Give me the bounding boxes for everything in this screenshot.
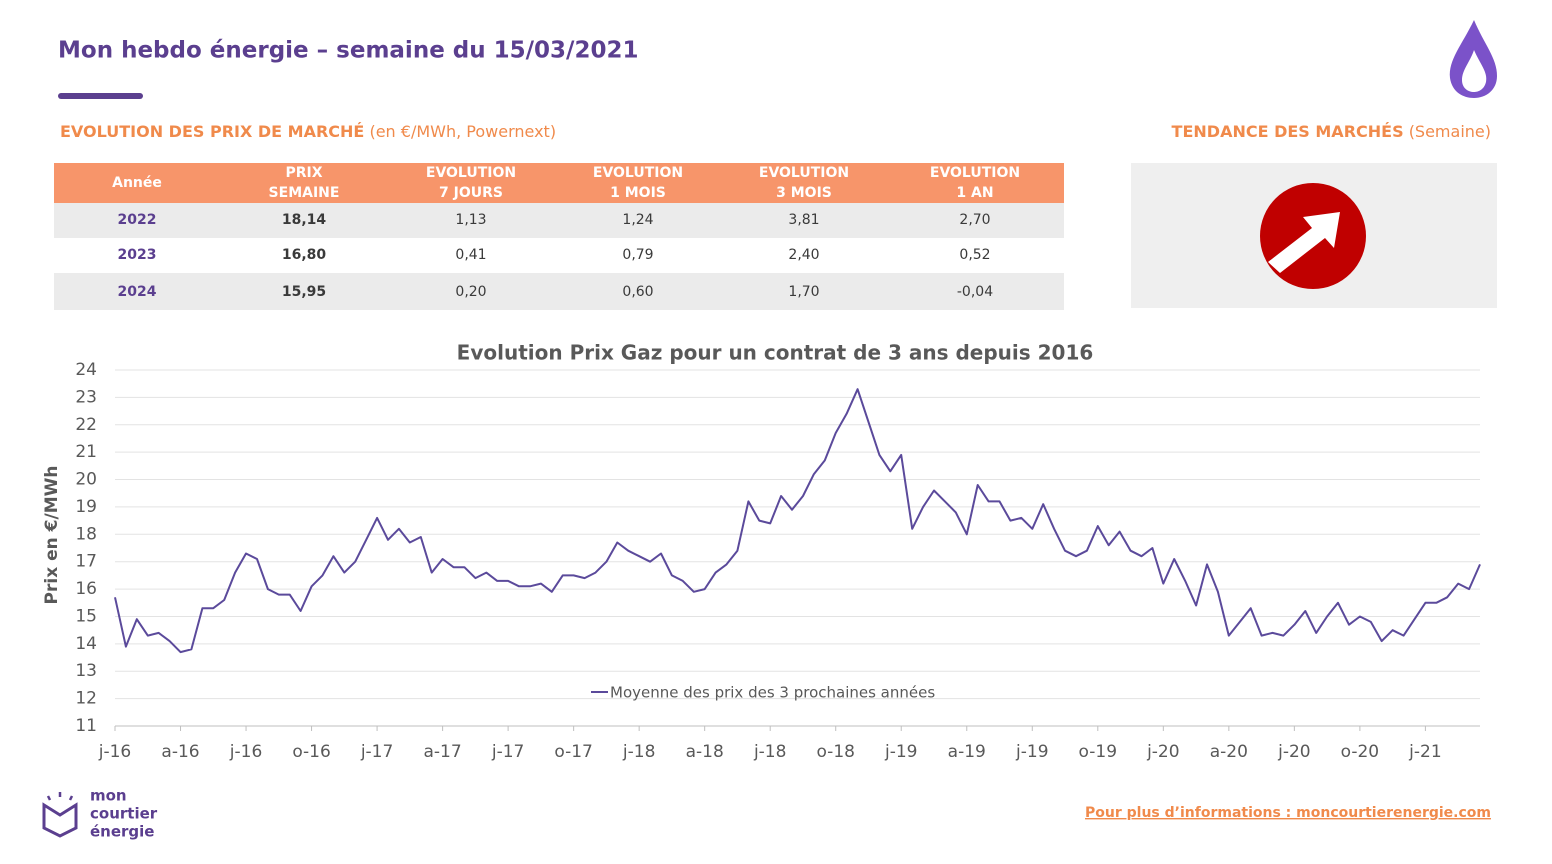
trend-arrow xyxy=(1268,212,1340,273)
y-tick-label: 19 xyxy=(75,497,97,517)
logo-text: énergie xyxy=(90,823,154,841)
table-cell: 0,79 xyxy=(622,247,653,263)
x-tick-label: o-17 xyxy=(554,742,592,762)
table-cell: 0,60 xyxy=(622,284,653,300)
y-tick-label: 24 xyxy=(75,360,97,380)
legend-label: Moyenne des prix des 3 prochaines années xyxy=(610,684,935,702)
x-tick-label: a-20 xyxy=(1210,742,1248,762)
trend-heading: TENDANCE DES MARCHÉS (Semaine) xyxy=(1172,122,1491,141)
table-row-bg xyxy=(54,203,1064,238)
y-tick-label: 21 xyxy=(75,442,97,462)
table-header-cell: EVOLUTION xyxy=(426,165,516,181)
x-tick-label: j-17 xyxy=(360,742,394,762)
logo-text: courtier xyxy=(90,805,158,823)
table-cell: 18,14 xyxy=(282,212,327,228)
info-link[interactable]: Pour plus d’informations : moncourtieren… xyxy=(1085,805,1491,821)
trend-subtitle: (Semaine) xyxy=(1409,122,1491,141)
y-tick-label: 15 xyxy=(75,606,97,626)
table-header-cell: 1 MOIS xyxy=(610,185,666,201)
logo-icon xyxy=(42,802,78,838)
table-header-cell: EVOLUTION xyxy=(759,165,849,181)
x-tick-label: j-18 xyxy=(622,742,656,762)
x-tick-label: j-17 xyxy=(491,742,525,762)
table: Année PRIX SEMAINE EVOLUTION 7 JOURS EVOLUTIO… xyxy=(112,165,1020,300)
y-axis-title: Prix en €/MWh xyxy=(42,466,62,605)
table-header-cell: 7 JOURS xyxy=(439,185,503,201)
x-tick-label: a-19 xyxy=(948,742,986,762)
table-header-cell: PRIX xyxy=(285,165,322,181)
table-cell: 3,81 xyxy=(788,212,819,228)
title-underline xyxy=(58,93,143,99)
page-title: Mon hebdo énergie – semaine du 15/03/202… xyxy=(58,38,638,64)
table-cell: 2,40 xyxy=(788,247,819,263)
chart-title: Evolution Prix Gaz pour un contrat de 3 … xyxy=(457,341,1094,365)
table-header-bg xyxy=(54,163,1064,203)
y-tick-label: 11 xyxy=(75,716,97,736)
table-cell: 1,13 xyxy=(455,212,486,228)
x-tick-label: j-20 xyxy=(1146,742,1180,762)
x-tick-label: a-17 xyxy=(424,742,462,762)
x-tick-label: o-20 xyxy=(1341,742,1379,762)
table-cell: 0,41 xyxy=(455,247,486,263)
table-cell: 2022 xyxy=(118,212,157,228)
market-heading: EVOLUTION DES PRIX DE MARCHÉ (en €/MWh, … xyxy=(60,122,556,141)
table-cell: -0,04 xyxy=(957,284,993,300)
table-cell: 2,70 xyxy=(959,212,990,228)
x-tick-label: o-18 xyxy=(816,742,854,762)
trend-title: TENDANCE DES MARCHÉS xyxy=(1172,122,1404,141)
series-line xyxy=(114,388,1481,654)
table-header-cell: EVOLUTION xyxy=(930,165,1020,181)
y-tick-label: 22 xyxy=(75,415,97,435)
logo-rays xyxy=(46,792,74,801)
table-cell: 2023 xyxy=(118,247,157,263)
table-row-bg xyxy=(54,273,1064,310)
table-cell: 0,20 xyxy=(455,284,486,300)
flame-icon xyxy=(1449,20,1497,98)
x-tick-label: j-16 xyxy=(98,742,132,762)
table-cell: 1,24 xyxy=(622,212,653,228)
table-cell: 0,52 xyxy=(959,247,990,263)
x-tick-label: a-16 xyxy=(161,742,199,762)
y-tick-label: 13 xyxy=(75,661,97,681)
x-tick-label: o-16 xyxy=(292,742,330,762)
x-tick-label: j-16 xyxy=(229,742,263,762)
y-tick-label: 14 xyxy=(75,634,97,654)
table-header-cell: 1 AN xyxy=(956,185,993,201)
table-cell: 16,80 xyxy=(282,247,327,263)
logo-text: mon xyxy=(90,787,127,805)
x-tick-label: j-19 xyxy=(1015,742,1049,762)
market-title: EVOLUTION DES PRIX DE MARCHÉ xyxy=(60,122,364,141)
y-tick-label: 23 xyxy=(75,387,97,407)
table-cell: 2024 xyxy=(118,284,157,300)
logo: mon courtier énergie xyxy=(42,787,158,841)
chart: 11 12 13 14 15 16 17 18 19 20 21 22 23 24 j-16 a-16 j-16… xyxy=(75,360,1481,762)
x-tick-label: j-18 xyxy=(753,742,787,762)
x-tick-label: a-18 xyxy=(686,742,724,762)
table-header-cell: SEMAINE xyxy=(269,185,340,201)
table-header-cell: Année xyxy=(112,175,162,191)
market-subtitle: (en €/MWh, Powernext) xyxy=(369,122,556,141)
y-tick-label: 18 xyxy=(75,524,97,544)
x-tick-label: o-19 xyxy=(1079,742,1117,762)
x-tick-label: j-20 xyxy=(1277,742,1311,762)
table-cell: 1,70 xyxy=(788,284,819,300)
y-tick-label: 16 xyxy=(75,579,97,599)
y-tick-label: 20 xyxy=(75,470,97,490)
y-tick-label: 17 xyxy=(75,552,97,572)
table-header-cell: EVOLUTION xyxy=(593,165,683,181)
table-cell: 15,95 xyxy=(282,284,326,300)
table-header-cell: 3 MOIS xyxy=(776,185,832,201)
x-tick-label: j-21 xyxy=(1408,742,1442,762)
x-tick-label: j-19 xyxy=(884,742,918,762)
y-tick-label: 12 xyxy=(75,689,97,709)
